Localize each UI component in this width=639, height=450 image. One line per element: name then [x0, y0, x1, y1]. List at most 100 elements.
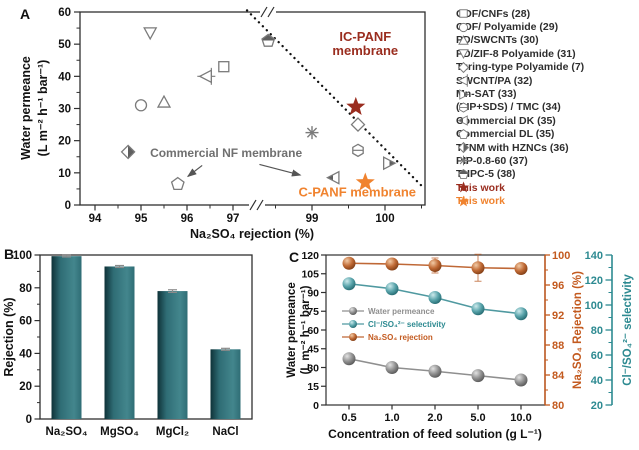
data-point [471, 261, 485, 275]
legend-item-label: TFNM with HZNCs (36) [456, 141, 569, 154]
panel-c-chart: 0 15 30 45 60 75 90 105 120 0.5 1.0 2.0 5.0 10.0 Conce… [286, 250, 634, 441]
svg-text:30: 30 [307, 362, 319, 374]
svg-text:0: 0 [313, 400, 319, 412]
legend-item-label: This work [456, 195, 506, 208]
legend-item: This work [456, 194, 584, 207]
panel-b-y-label: Rejection (%) [2, 297, 16, 376]
legend-marker-icon [459, 102, 468, 113]
data-point [428, 291, 442, 304]
svg-text:1.0: 1.0 [384, 412, 399, 424]
svg-text:50: 50 [58, 39, 71, 51]
svg-text:140: 140 [585, 250, 603, 262]
svg-text:40: 40 [19, 348, 32, 360]
legend-marker-icon [458, 156, 469, 166]
legend-item-label: PIP-0.8-60 (37) [456, 154, 528, 167]
svg-text:90: 90 [307, 287, 319, 299]
svg-text:80: 80 [591, 325, 603, 337]
data-point [342, 352, 356, 366]
legend-item-label: (PIP+SDS) / TMC (34) [456, 101, 561, 114]
legend-marker-icon [457, 61, 470, 73]
annotation-text: IC-PANF [339, 29, 391, 44]
legend-item: TFNM with HZNCs (36) [456, 141, 584, 154]
data-point [514, 262, 528, 275]
panel-a-chart: 0 10 20 30 40 50 60 94 95 96 97 99 100 Na₂SO₄ rejecti… [19, 6, 426, 241]
svg-text:120: 120 [301, 250, 319, 262]
scatter-point [382, 156, 397, 171]
svg-text:(L m⁻² h⁻¹ bar⁻¹): (L m⁻² h⁻¹ bar⁻¹) [300, 285, 312, 374]
svg-text:2.0: 2.0 [427, 412, 442, 424]
svg-text:95: 95 [135, 213, 148, 225]
legend-item-label: Commercial DL (35) [456, 128, 555, 141]
panel-a-y-label: Water permeance [19, 56, 33, 160]
panel-b-chart: 0 20 40 60 80 100 Na₂SO₄ MgSO₄ MgCl₂ NaCl Rejectio… [2, 250, 253, 438]
svg-text:100: 100 [375, 213, 394, 225]
legend-item: PIP-0.8-60 (37) [456, 154, 584, 167]
legend-marker-icon [459, 88, 470, 100]
panel-c-x-label: Concentration of feed solution (g L⁻¹) [328, 427, 542, 441]
svg-text:60: 60 [19, 316, 32, 328]
legend-item: This work [456, 181, 584, 194]
bar [104, 266, 135, 419]
selectivity-axis-label: Cl⁻/SO₄²⁻ selectivity [622, 274, 634, 386]
svg-text:100: 100 [13, 250, 32, 262]
svg-text:20: 20 [591, 400, 603, 412]
legend-item-label: SWCNT/PA (32) [456, 74, 533, 87]
legend-item-label: Commercial DK (35) [456, 114, 556, 127]
scatter-point [120, 144, 136, 160]
data-point [471, 302, 485, 316]
legend-item: SWCNT/PA (32) [456, 74, 584, 88]
legend-item: Commercial DL (35) [456, 128, 584, 141]
data-point [428, 259, 442, 272]
panel-a-label: A [20, 6, 31, 22]
bar [210, 349, 241, 419]
panel-a-x-label: Na₂SO₄ rejection (%) [190, 227, 314, 241]
panel-b-label: B [4, 246, 15, 262]
scatter-point [134, 99, 148, 112]
svg-text:99: 99 [306, 213, 319, 225]
panel-c-legend-label: Cl⁻/SO₄²⁻ selectivity [368, 320, 446, 329]
legend-item-label: Mn-SAT (33) [456, 88, 517, 101]
legend-marker-icon [456, 74, 471, 88]
svg-text:60: 60 [307, 325, 319, 337]
scatter-point [355, 172, 375, 191]
svg-text:15: 15 [307, 381, 319, 393]
svg-text:0.5: 0.5 [341, 412, 356, 424]
svg-text:20: 20 [19, 381, 32, 393]
panel-c-legend-label: Na₂SO₄ rejection [368, 333, 433, 342]
legend-item: THPC-5 (38) [456, 168, 584, 181]
bar-category-label: Na₂SO₄ [46, 426, 88, 438]
svg-text:92: 92 [552, 310, 564, 322]
legend-item-label: Turing-type Polyamide (7) [456, 61, 585, 74]
svg-text:84: 84 [552, 370, 565, 382]
scatter-point [170, 176, 185, 191]
rejection-axis-label: Na₂SO₄ Rejection (%) [572, 271, 584, 389]
data-point [428, 364, 442, 378]
data-point [342, 256, 356, 270]
annotation-arrow [259, 163, 302, 177]
data-point [385, 257, 399, 271]
scatter-point [143, 27, 158, 41]
panel-c-y-label: Water permeance [286, 282, 298, 377]
annotation-text: C-PANF membrane [299, 185, 417, 200]
scatter-point [352, 143, 364, 158]
scatter-point [218, 61, 230, 73]
scatter-point [197, 67, 216, 85]
legend-item-label: COF/ Polyamide (29) [456, 21, 559, 34]
bar [51, 256, 82, 419]
legend-item: PD/SWCNTs (30) [456, 34, 584, 47]
svg-text:60: 60 [591, 350, 603, 362]
legend-marker-icon [458, 168, 469, 179]
scatter-point [305, 126, 319, 140]
data-point [385, 282, 399, 296]
legend-item-label: PD/ZIF-8 Polyamide (31) [456, 47, 576, 60]
bar [157, 291, 188, 419]
legend-item: Turing-type Polyamide (7) [456, 61, 584, 74]
data-point [471, 369, 485, 383]
data-point [514, 307, 528, 321]
svg-text:100: 100 [552, 250, 570, 262]
scatter-point [325, 170, 340, 185]
data-point [342, 277, 356, 291]
legend-item: Commercial DK (35) [456, 114, 584, 127]
svg-text:20: 20 [58, 136, 71, 148]
